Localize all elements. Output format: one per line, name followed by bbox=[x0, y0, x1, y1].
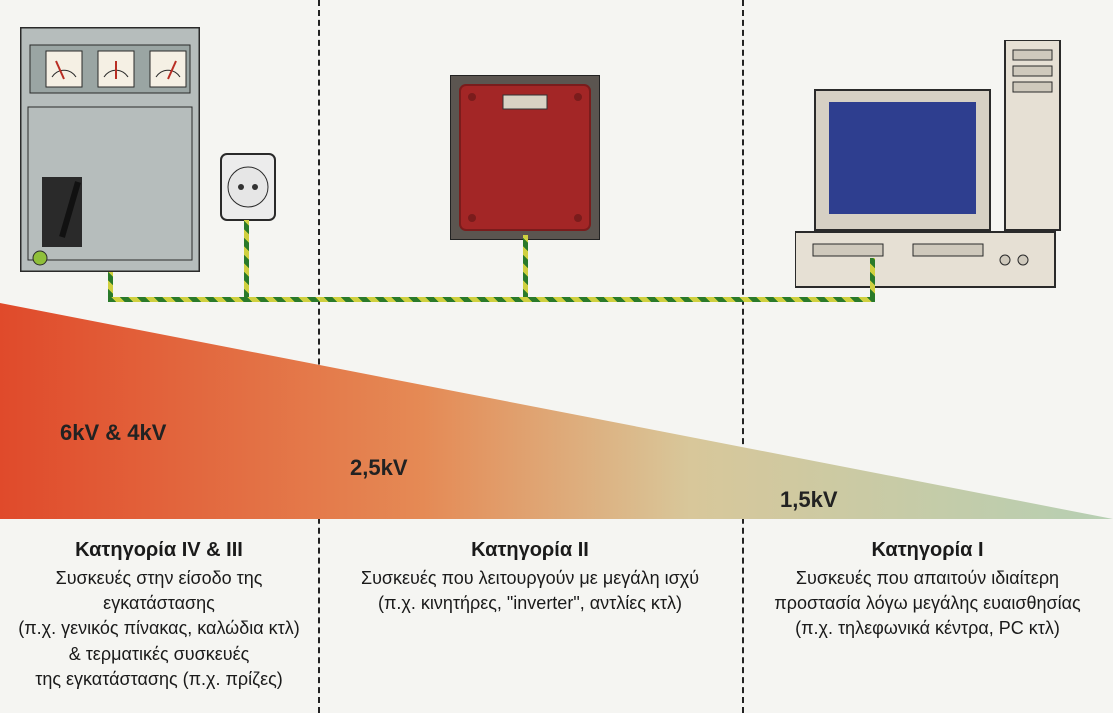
category-4-3: Κατηγορία IV & III Συσκευές στην είσοδο … bbox=[0, 536, 318, 692]
category-title: Κατηγορία I bbox=[742, 536, 1113, 564]
category-line: (π.χ. τηλεφωνικά κέντρα, PC κτλ) bbox=[795, 618, 1060, 638]
category-1: Κατηγορία I Συσκευές που απαιτούν ιδιαίτ… bbox=[742, 536, 1113, 642]
category-line: της εγκατάστασης (π.χ. πρίζες) bbox=[35, 669, 283, 689]
voltage-label-2: 1,5kV bbox=[780, 487, 838, 513]
category-line: προστασία λόγω μεγάλης ευαισθησίας bbox=[774, 593, 1080, 613]
diagram-canvas: 6kV & 4kV 2,5kV 1,5kV Κατηγορία IV & III… bbox=[0, 0, 1113, 713]
category-line: Συσκευές που λειτουργούν με μεγάλη ισχύ bbox=[361, 568, 699, 588]
category-2: Κατηγορία II Συσκευές που λειτουργούν με… bbox=[318, 536, 742, 616]
category-line: & τερματικές συσκευές bbox=[69, 644, 250, 664]
category-line: (π.χ. γενικός πίνακας, καλώδια κτλ) bbox=[18, 618, 300, 638]
category-line: Συσκευές στην είσοδο της εγκατάστασης bbox=[56, 568, 263, 613]
category-title: Κατηγορία IV & III bbox=[0, 536, 318, 564]
voltage-label-0: 6kV & 4kV bbox=[60, 420, 166, 446]
voltage-label-1: 2,5kV bbox=[350, 455, 408, 481]
category-line: (π.χ. κινητήρες, "inverter", αντλίες κτλ… bbox=[378, 593, 682, 613]
category-line: Συσκευές που απαιτούν ιδιαίτερη bbox=[796, 568, 1059, 588]
category-title: Κατηγορία II bbox=[318, 536, 742, 564]
